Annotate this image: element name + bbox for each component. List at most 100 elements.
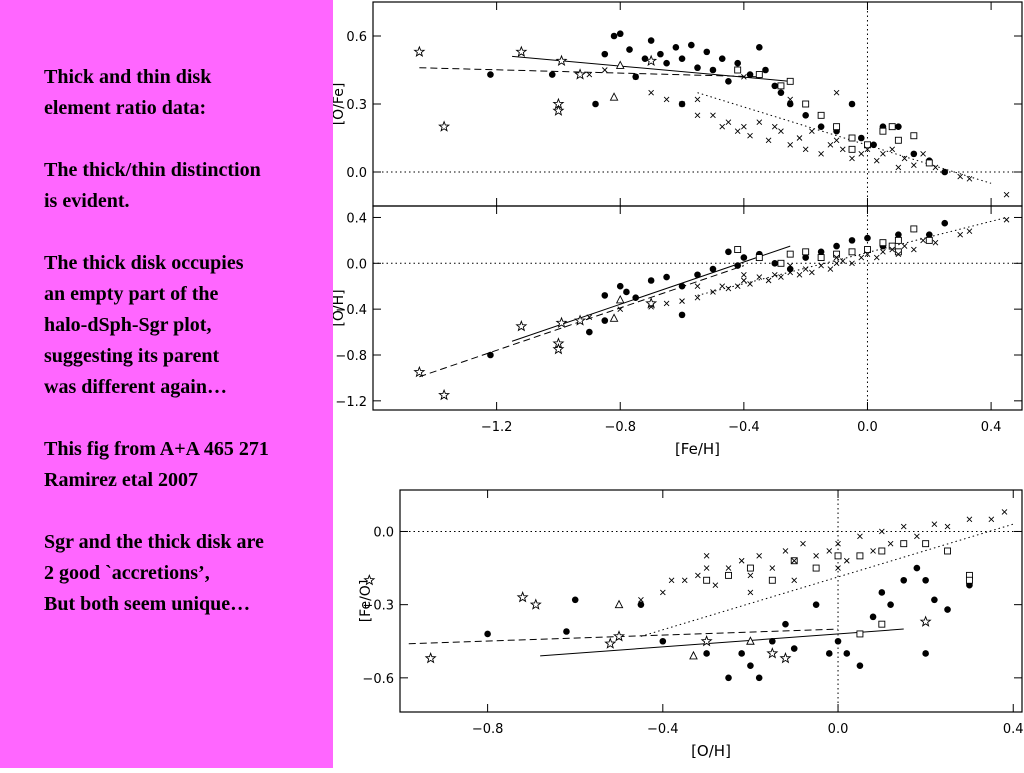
x-axis-label: [O/H]: [691, 742, 731, 760]
filled-circle-marker: [678, 55, 686, 62]
cross-marker: [632, 73, 639, 80]
star-marker: [515, 45, 528, 57]
cross-marker: [747, 281, 753, 287]
cross-marker: [710, 112, 716, 119]
filled-circle-marker: [718, 55, 726, 62]
cross-marker: [835, 540, 841, 547]
filled-circle-marker: [601, 317, 609, 324]
cross-marker: [679, 101, 685, 107]
star-marker: [574, 314, 587, 326]
x-axis-label: [Fe/H]: [675, 440, 720, 458]
sidebar-paragraph-1: Thick and thin disk element ratio data:: [44, 66, 212, 119]
y-tick-label: 0.6: [346, 30, 367, 45]
y-tick-label: 0.0: [346, 166, 367, 181]
filled-circle-marker: [856, 662, 864, 669]
cross-marker: [778, 128, 784, 135]
cross-marker: [895, 164, 902, 171]
star-marker: [919, 615, 932, 627]
cross-marker: [778, 274, 784, 280]
filled-circle-marker: [678, 282, 686, 290]
cross-marker: [725, 565, 732, 571]
filled-circle-marker: [637, 601, 645, 608]
filled-circle-marker: [647, 37, 655, 44]
plot-frame: [372, 1, 1023, 207]
cross-marker: [833, 89, 840, 96]
filled-circle-marker: [610, 32, 618, 40]
square-marker: [746, 564, 754, 572]
star-marker: [529, 598, 542, 610]
cross-marker: [827, 141, 834, 148]
cross-marker: [895, 251, 902, 257]
filled-circle-marker: [663, 59, 670, 67]
cross-marker: [901, 155, 908, 162]
filled-circle-marker: [487, 351, 494, 359]
cross-marker: [818, 262, 824, 269]
cross-marker: [756, 119, 763, 125]
square-marker: [833, 123, 841, 131]
y-tick-label: −0.3: [362, 599, 394, 614]
filled-circle-marker: [834, 637, 842, 645]
square-marker: [878, 547, 886, 555]
filled-circle-marker: [857, 134, 865, 142]
cross-marker: [765, 137, 772, 144]
filled-circle-marker: [777, 89, 785, 96]
cross-marker: [873, 157, 880, 164]
filled-circle-marker: [586, 328, 593, 336]
cross-marker: [957, 173, 964, 180]
panel-o-fe: 0.0 0.3 0.6 [O/Fe]: [331, 1, 1023, 207]
filled-circle-marker: [709, 66, 717, 74]
cross-marker: [741, 271, 747, 278]
star-marker: [363, 573, 376, 586]
filled-circle-marker: [931, 596, 938, 604]
cross-marker: [966, 516, 973, 523]
cross-marker: [771, 123, 778, 130]
filled-circle-marker: [746, 71, 754, 78]
fit-line-solid: [511, 245, 791, 342]
filled-circle-marker: [571, 596, 579, 604]
cross-marker: [835, 565, 841, 571]
cross-marker: [638, 596, 644, 603]
filled-circle-marker: [616, 30, 624, 38]
filled-circle-marker: [825, 650, 833, 657]
cross-marker: [833, 260, 840, 267]
cross-marker: [920, 151, 926, 157]
square-marker: [925, 236, 933, 244]
filled-circle-marker: [601, 50, 609, 58]
filled-circle-marker: [709, 265, 717, 273]
filled-circle-marker: [913, 564, 921, 572]
square-marker: [864, 246, 871, 254]
plots-area: 0.0 0.3 0.6 [O/Fe] −1.2 −0.8 −0.4 0.0 0.4 −1.2 −0…: [331, 0, 1024, 768]
filled-circle-marker: [941, 168, 949, 176]
plot-frame: [399, 489, 1023, 713]
filled-circle-marker: [725, 78, 732, 85]
cross-marker: [911, 162, 917, 169]
x-tick-label: −0.8: [604, 420, 636, 435]
panel-o-h: −1.2 −0.8 −0.4 0.0 0.4 −1.2 −0.8 −0.4 0.0 0.4 [O/H…: [331, 205, 1023, 458]
filled-circle-marker: [922, 576, 929, 584]
cross-marker: [858, 151, 865, 157]
y-tick-label: −1.2: [335, 395, 367, 410]
cross-marker: [796, 271, 803, 278]
cross-marker: [668, 577, 675, 584]
cross-marker: [681, 577, 688, 584]
y-tick-label: 0.0: [346, 257, 367, 272]
cross-marker: [843, 557, 850, 564]
cross-marker: [791, 577, 798, 584]
x-tick-label: −0.4: [647, 722, 679, 737]
cross-marker: [601, 67, 608, 73]
cross-marker: [813, 553, 819, 559]
cross-marker: [880, 151, 886, 157]
y-axis-label: [O/H]: [333, 289, 347, 326]
plot-frame: [372, 205, 1023, 411]
filled-circle-marker: [802, 112, 809, 119]
square-marker: [833, 250, 841, 258]
filled-circle-marker: [786, 265, 794, 273]
filled-circle-marker: [817, 248, 825, 256]
cross-marker: [734, 128, 741, 135]
square-marker: [786, 250, 794, 258]
y-tick-label: −0.4: [335, 303, 367, 318]
star-marker: [552, 104, 565, 116]
filled-circle-marker: [769, 637, 776, 645]
filled-circle-marker: [782, 620, 789, 628]
filled-circle-marker: [910, 150, 918, 158]
